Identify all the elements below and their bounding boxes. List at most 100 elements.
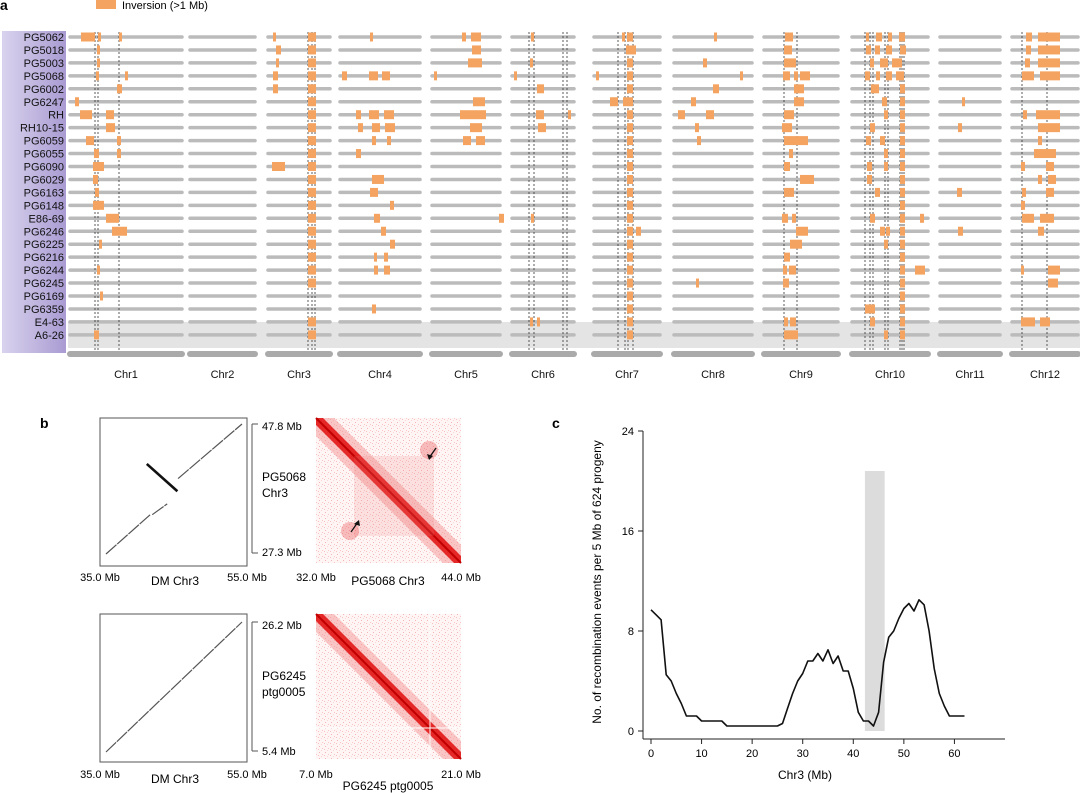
inversion-block bbox=[785, 32, 793, 42]
inversion-block bbox=[117, 136, 121, 146]
inversion-block bbox=[470, 123, 482, 133]
inversion-block bbox=[472, 45, 481, 55]
inversion-block bbox=[514, 71, 517, 81]
inversion-block bbox=[1022, 71, 1034, 81]
inversion-block bbox=[100, 291, 103, 301]
inversion-block bbox=[1021, 317, 1035, 327]
inversion-block bbox=[636, 226, 641, 236]
inversion-block bbox=[900, 252, 905, 262]
inversion-block bbox=[374, 252, 377, 262]
inversion-block bbox=[884, 162, 888, 171]
inversion-block bbox=[958, 123, 962, 133]
inversion-block bbox=[886, 45, 892, 55]
inversion-block bbox=[1040, 71, 1060, 81]
alignment-segment bbox=[105, 621, 243, 753]
inversion-block bbox=[308, 174, 316, 184]
inversion-block bbox=[866, 45, 871, 55]
inversion-block bbox=[900, 278, 905, 288]
sample-label: PG6216 bbox=[24, 252, 64, 264]
inversion-block bbox=[867, 174, 872, 184]
inversion-block bbox=[273, 84, 278, 94]
inversion-block bbox=[876, 71, 880, 81]
inversion-block bbox=[627, 71, 633, 81]
inversion-block bbox=[865, 71, 870, 81]
chart-c-xtick-label: 10 bbox=[695, 748, 707, 760]
inversion-block bbox=[1023, 110, 1027, 120]
chromosome-label: Chr9 bbox=[789, 369, 813, 381]
inversion-block bbox=[308, 213, 316, 223]
inversion-block bbox=[783, 71, 790, 81]
inversion-block bbox=[900, 317, 905, 327]
dotplot-top-ymax: 47.8 Mb bbox=[262, 421, 302, 433]
inversion-block bbox=[713, 84, 719, 94]
sample-label: PG6245 bbox=[24, 278, 64, 290]
inversion-block bbox=[1022, 187, 1026, 197]
inversion-block bbox=[627, 32, 633, 42]
chromosome-label: Chr12 bbox=[1030, 369, 1060, 381]
inversion-block bbox=[1046, 187, 1054, 197]
sample-label: PG6169 bbox=[24, 291, 64, 303]
inversion-block bbox=[98, 32, 101, 42]
inversion-block bbox=[886, 71, 892, 81]
inversion-block bbox=[369, 110, 379, 120]
inversion-block bbox=[627, 162, 633, 171]
chart-c-xlabel: Chr3 (Mb) bbox=[778, 768, 832, 782]
chart-c-xtick-label: 20 bbox=[746, 748, 758, 760]
inversion-block bbox=[1038, 58, 1060, 68]
dotplot-bottom-xlabel: DM Chr3 bbox=[151, 772, 199, 786]
chart-c-ylabel: No. of recombination events per 5 Mb of … bbox=[590, 440, 604, 724]
inversion-block bbox=[468, 58, 482, 68]
inversion-block bbox=[97, 58, 100, 68]
chart-c-xtick-label: 0 bbox=[648, 748, 654, 760]
inversion-block bbox=[892, 58, 902, 68]
dotplot-bottom-xmin: 35.0 Mb bbox=[80, 769, 120, 781]
inversion-block bbox=[1038, 32, 1060, 42]
inversion-block bbox=[900, 304, 905, 314]
inversion-block bbox=[691, 97, 696, 107]
sample-label: E86-69 bbox=[29, 213, 64, 225]
inversion-block bbox=[308, 71, 316, 81]
inversion-block bbox=[537, 317, 540, 327]
inversion-block bbox=[627, 278, 633, 288]
sample-label: RH10-15 bbox=[20, 123, 64, 135]
inversion-block bbox=[867, 162, 872, 171]
inversion-block bbox=[800, 71, 810, 81]
inversion-block bbox=[308, 97, 316, 107]
hic-arrowhead bbox=[354, 520, 360, 526]
inversion-block bbox=[119, 32, 122, 42]
inversion-block bbox=[384, 265, 390, 275]
inversion-block bbox=[125, 71, 128, 81]
panel-label-c: c bbox=[552, 415, 560, 431]
inversion-block bbox=[884, 149, 888, 159]
inversion-block bbox=[308, 149, 316, 159]
inversion-block bbox=[706, 110, 714, 120]
inversion-block bbox=[370, 32, 373, 42]
inversion-block bbox=[884, 330, 888, 340]
chromosome-label: Chr5 bbox=[454, 369, 478, 381]
inversion-block bbox=[900, 97, 905, 107]
chromosome-label: Chr3 bbox=[287, 369, 311, 381]
inversion-block bbox=[875, 45, 880, 55]
inversion-block bbox=[372, 304, 376, 314]
inversion-block bbox=[784, 45, 792, 55]
inversion-block bbox=[627, 317, 633, 327]
inversion-block bbox=[627, 136, 633, 146]
inversion-block bbox=[308, 239, 316, 249]
inversion-block bbox=[900, 187, 905, 197]
inversion-block bbox=[106, 213, 119, 223]
inversion-block bbox=[374, 265, 378, 275]
inversion-block bbox=[273, 71, 278, 81]
inversion-block bbox=[888, 32, 892, 42]
inversion-block bbox=[93, 174, 98, 184]
inversion-block bbox=[678, 110, 685, 120]
inversion-block bbox=[871, 84, 879, 94]
inversion-block bbox=[900, 84, 905, 94]
inversion-block bbox=[276, 45, 281, 55]
inversion-block bbox=[627, 330, 633, 340]
sample-label: PG6359 bbox=[24, 304, 64, 316]
inversion-block bbox=[1038, 174, 1042, 184]
sample-label: PG6090 bbox=[24, 162, 64, 174]
inversion-block bbox=[627, 291, 633, 301]
inversion-block bbox=[866, 32, 869, 42]
